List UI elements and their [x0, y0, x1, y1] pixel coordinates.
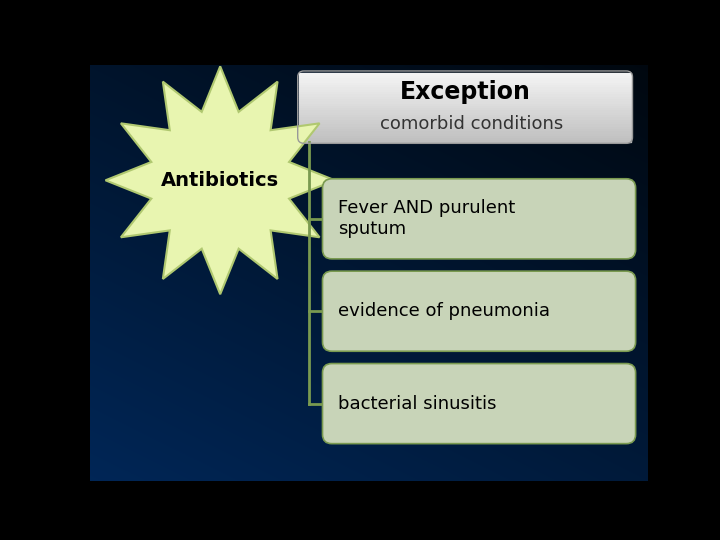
- Bar: [300, 135, 631, 137]
- Bar: [300, 121, 631, 123]
- Bar: [300, 126, 631, 128]
- Bar: [300, 123, 631, 126]
- Bar: [300, 105, 631, 107]
- Bar: [300, 86, 631, 89]
- FancyBboxPatch shape: [323, 271, 636, 351]
- Bar: [300, 103, 631, 105]
- Bar: [300, 112, 631, 114]
- Text: bacterial sinusitis: bacterial sinusitis: [338, 395, 497, 413]
- Bar: [300, 114, 631, 117]
- Text: evidence of pneumonia: evidence of pneumonia: [338, 302, 550, 320]
- Bar: [300, 137, 631, 139]
- Bar: [300, 139, 631, 142]
- FancyBboxPatch shape: [323, 363, 636, 444]
- Bar: [300, 96, 631, 98]
- Bar: [300, 75, 631, 77]
- Bar: [300, 84, 631, 86]
- Bar: [300, 82, 631, 84]
- Bar: [300, 89, 631, 91]
- Text: Antibiotics: Antibiotics: [161, 171, 279, 190]
- Bar: [300, 93, 631, 96]
- Text: Exception: Exception: [400, 80, 531, 104]
- Bar: [300, 91, 631, 93]
- Bar: [300, 100, 631, 103]
- FancyBboxPatch shape: [323, 179, 636, 259]
- Bar: [300, 110, 631, 112]
- Bar: [300, 77, 631, 79]
- Bar: [300, 98, 631, 100]
- Bar: [300, 130, 631, 132]
- Text: Fever AND purulent
sputum: Fever AND purulent sputum: [338, 199, 516, 238]
- Bar: [300, 72, 631, 75]
- Polygon shape: [106, 66, 335, 294]
- Bar: [300, 117, 631, 119]
- Bar: [300, 79, 631, 82]
- Bar: [300, 107, 631, 110]
- Bar: [300, 128, 631, 130]
- Text: comorbid conditions: comorbid conditions: [380, 116, 563, 133]
- Bar: [300, 119, 631, 121]
- Bar: [300, 132, 631, 135]
